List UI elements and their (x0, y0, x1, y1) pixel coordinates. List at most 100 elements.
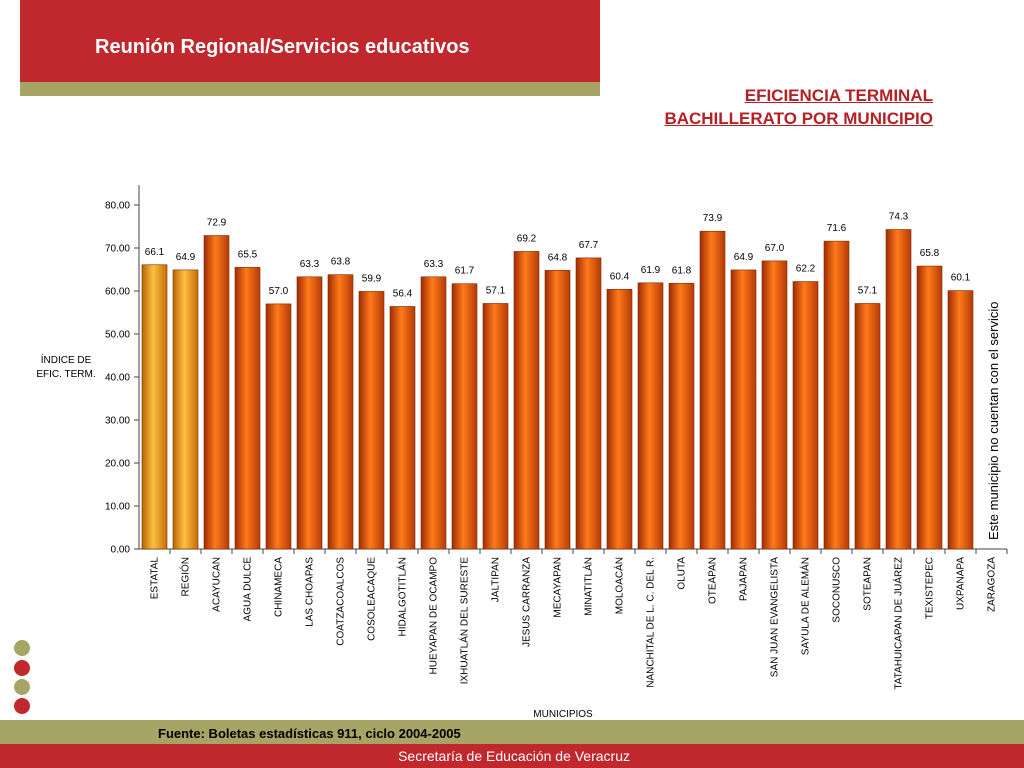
y-tick-label: 50.00 (105, 330, 130, 341)
decorative-dot-red-2 (14, 698, 30, 714)
category-label: TEXISTEPEC (925, 557, 936, 619)
category-label: MECAYAPAN (553, 557, 564, 618)
data-label: 74.3 (889, 212, 909, 223)
chart-title-line2: BACHILLERATO POR MUNICIPIO (664, 109, 933, 128)
data-label: 73.9 (703, 213, 723, 224)
bar (730, 269, 757, 550)
chart-title-line1: EFICIENCIA TERMINAL (744, 86, 933, 105)
data-label: 65.5 (238, 249, 258, 260)
bar (203, 235, 230, 550)
bar (265, 303, 292, 550)
bar (141, 264, 168, 550)
bar (358, 291, 385, 550)
source-band (0, 720, 1024, 744)
category-label: OLUTA (677, 557, 688, 590)
category-label: IXHUATLÁN DEL SURESTE (458, 557, 471, 685)
plot-area: 0.00 10.00 20.00 30.00 40.00 50.00 60.00 70.00 8… (105, 185, 1008, 690)
category-label: SOTEAPAN (863, 557, 874, 611)
data-label: 62.2 (796, 264, 816, 275)
category-label: CHINAMECA (274, 557, 285, 617)
category-label: SAN JUAN EVANGELISTA (770, 557, 781, 678)
data-label: 64.9 (734, 252, 754, 263)
data-label: 66.1 (145, 247, 165, 258)
y-tick-label: 0.00 (111, 545, 131, 556)
data-label: 60.1 (951, 273, 971, 284)
category-label: PAJAPAN (739, 557, 750, 601)
category-label: UXPANAPA (956, 557, 967, 610)
bar (668, 282, 695, 550)
data-label: 57.0 (269, 286, 289, 297)
y-axis-label: ÍNDICE DE EFIC. TERM. (36, 353, 95, 380)
bar (482, 303, 509, 550)
y-axis-label-line1: ÍNDICE DE (41, 353, 92, 366)
y-axis-label-line2: EFIC. TERM. (36, 369, 95, 380)
data-label: 69.2 (517, 233, 537, 244)
bar (885, 229, 912, 550)
decorative-dot-olive-1 (14, 640, 30, 656)
category-label: ZARAGOZA (987, 557, 998, 612)
category-label: JALTIPAN (491, 557, 502, 602)
category-label: HIDALGOTITLÁN (396, 557, 409, 636)
category-label: NANCHITAL DE L. C. DEL R. (646, 557, 657, 688)
category-label: COATZACOALCOS (336, 557, 347, 646)
bar (513, 251, 540, 550)
category-label: OTEAPAN (708, 557, 719, 604)
bar (327, 274, 354, 550)
category-label: AGUA DULCE (243, 557, 254, 622)
data-label: 61.7 (455, 266, 475, 277)
data-label: 63.3 (424, 259, 444, 270)
bar (637, 282, 664, 550)
bar (823, 240, 850, 550)
y-tick-label: 70.00 (105, 244, 130, 255)
bar (575, 257, 602, 550)
header-title: Reunión Regional/Servicios educativos (95, 36, 470, 58)
data-label: 59.9 (362, 273, 382, 284)
y-tick-label: 10.00 (105, 502, 130, 513)
data-label: 71.6 (827, 223, 847, 234)
category-label: REGIÓN (179, 557, 192, 596)
bar (947, 290, 974, 550)
header-band (20, 0, 600, 82)
bar (296, 276, 323, 550)
decorative-dot-olive-2 (14, 679, 30, 695)
category-label: MOLOACÁN (613, 557, 626, 614)
bar (699, 230, 726, 550)
category-label: HUEYAPAN DE OCAMPO (429, 557, 440, 675)
footer-band (0, 744, 1024, 768)
decorative-dot-red-1 (14, 660, 30, 676)
y-tick-label: 20.00 (105, 459, 130, 470)
data-label: 61.8 (672, 265, 692, 276)
data-label: 60.4 (610, 271, 630, 282)
category-label: SAYULA DE ALEMÁN (799, 557, 812, 655)
bar (606, 288, 633, 550)
category-label: TATAHUICAPAN DE JUÁREZ (892, 557, 905, 690)
bar (420, 276, 447, 550)
category-label: COSOLEACAQUE (367, 557, 378, 641)
category-label: ACAYUCAN (212, 557, 223, 612)
data-label: 57.1 (486, 285, 506, 296)
data-label: 61.9 (641, 265, 661, 276)
category-label: LAS CHOAPAS (305, 557, 316, 627)
data-label: 72.9 (207, 218, 227, 229)
data-label: 64.8 (548, 252, 568, 263)
bar (389, 306, 416, 550)
category-label: ESTATAL (150, 557, 161, 600)
bar (172, 269, 199, 550)
footer-text: Secretaría de Educación de Veracruz (398, 748, 630, 764)
data-label: 56.4 (393, 288, 413, 299)
data-label: 57.1 (858, 285, 878, 296)
bar (234, 267, 261, 550)
data-label: 63.8 (331, 257, 351, 268)
x-axis-label: MUNICIPIOS (533, 709, 593, 720)
bar (451, 283, 478, 550)
bar (544, 270, 571, 550)
bar (761, 260, 788, 550)
data-label: 67.0 (765, 243, 785, 254)
category-label: JESUS CARRANZA (522, 557, 533, 647)
data-label: 65.8 (920, 248, 940, 259)
y-tick-label: 80.00 (105, 201, 130, 212)
bar-chart: ÍNDICE DE EFIC. TERM. 0.00 10.00 20.00 30.0… (36, 185, 1008, 720)
y-tick-label: 40.00 (105, 373, 130, 384)
bar (792, 281, 819, 550)
source-note: Fuente: Boletas estadísticas 911, ciclo … (158, 726, 461, 741)
